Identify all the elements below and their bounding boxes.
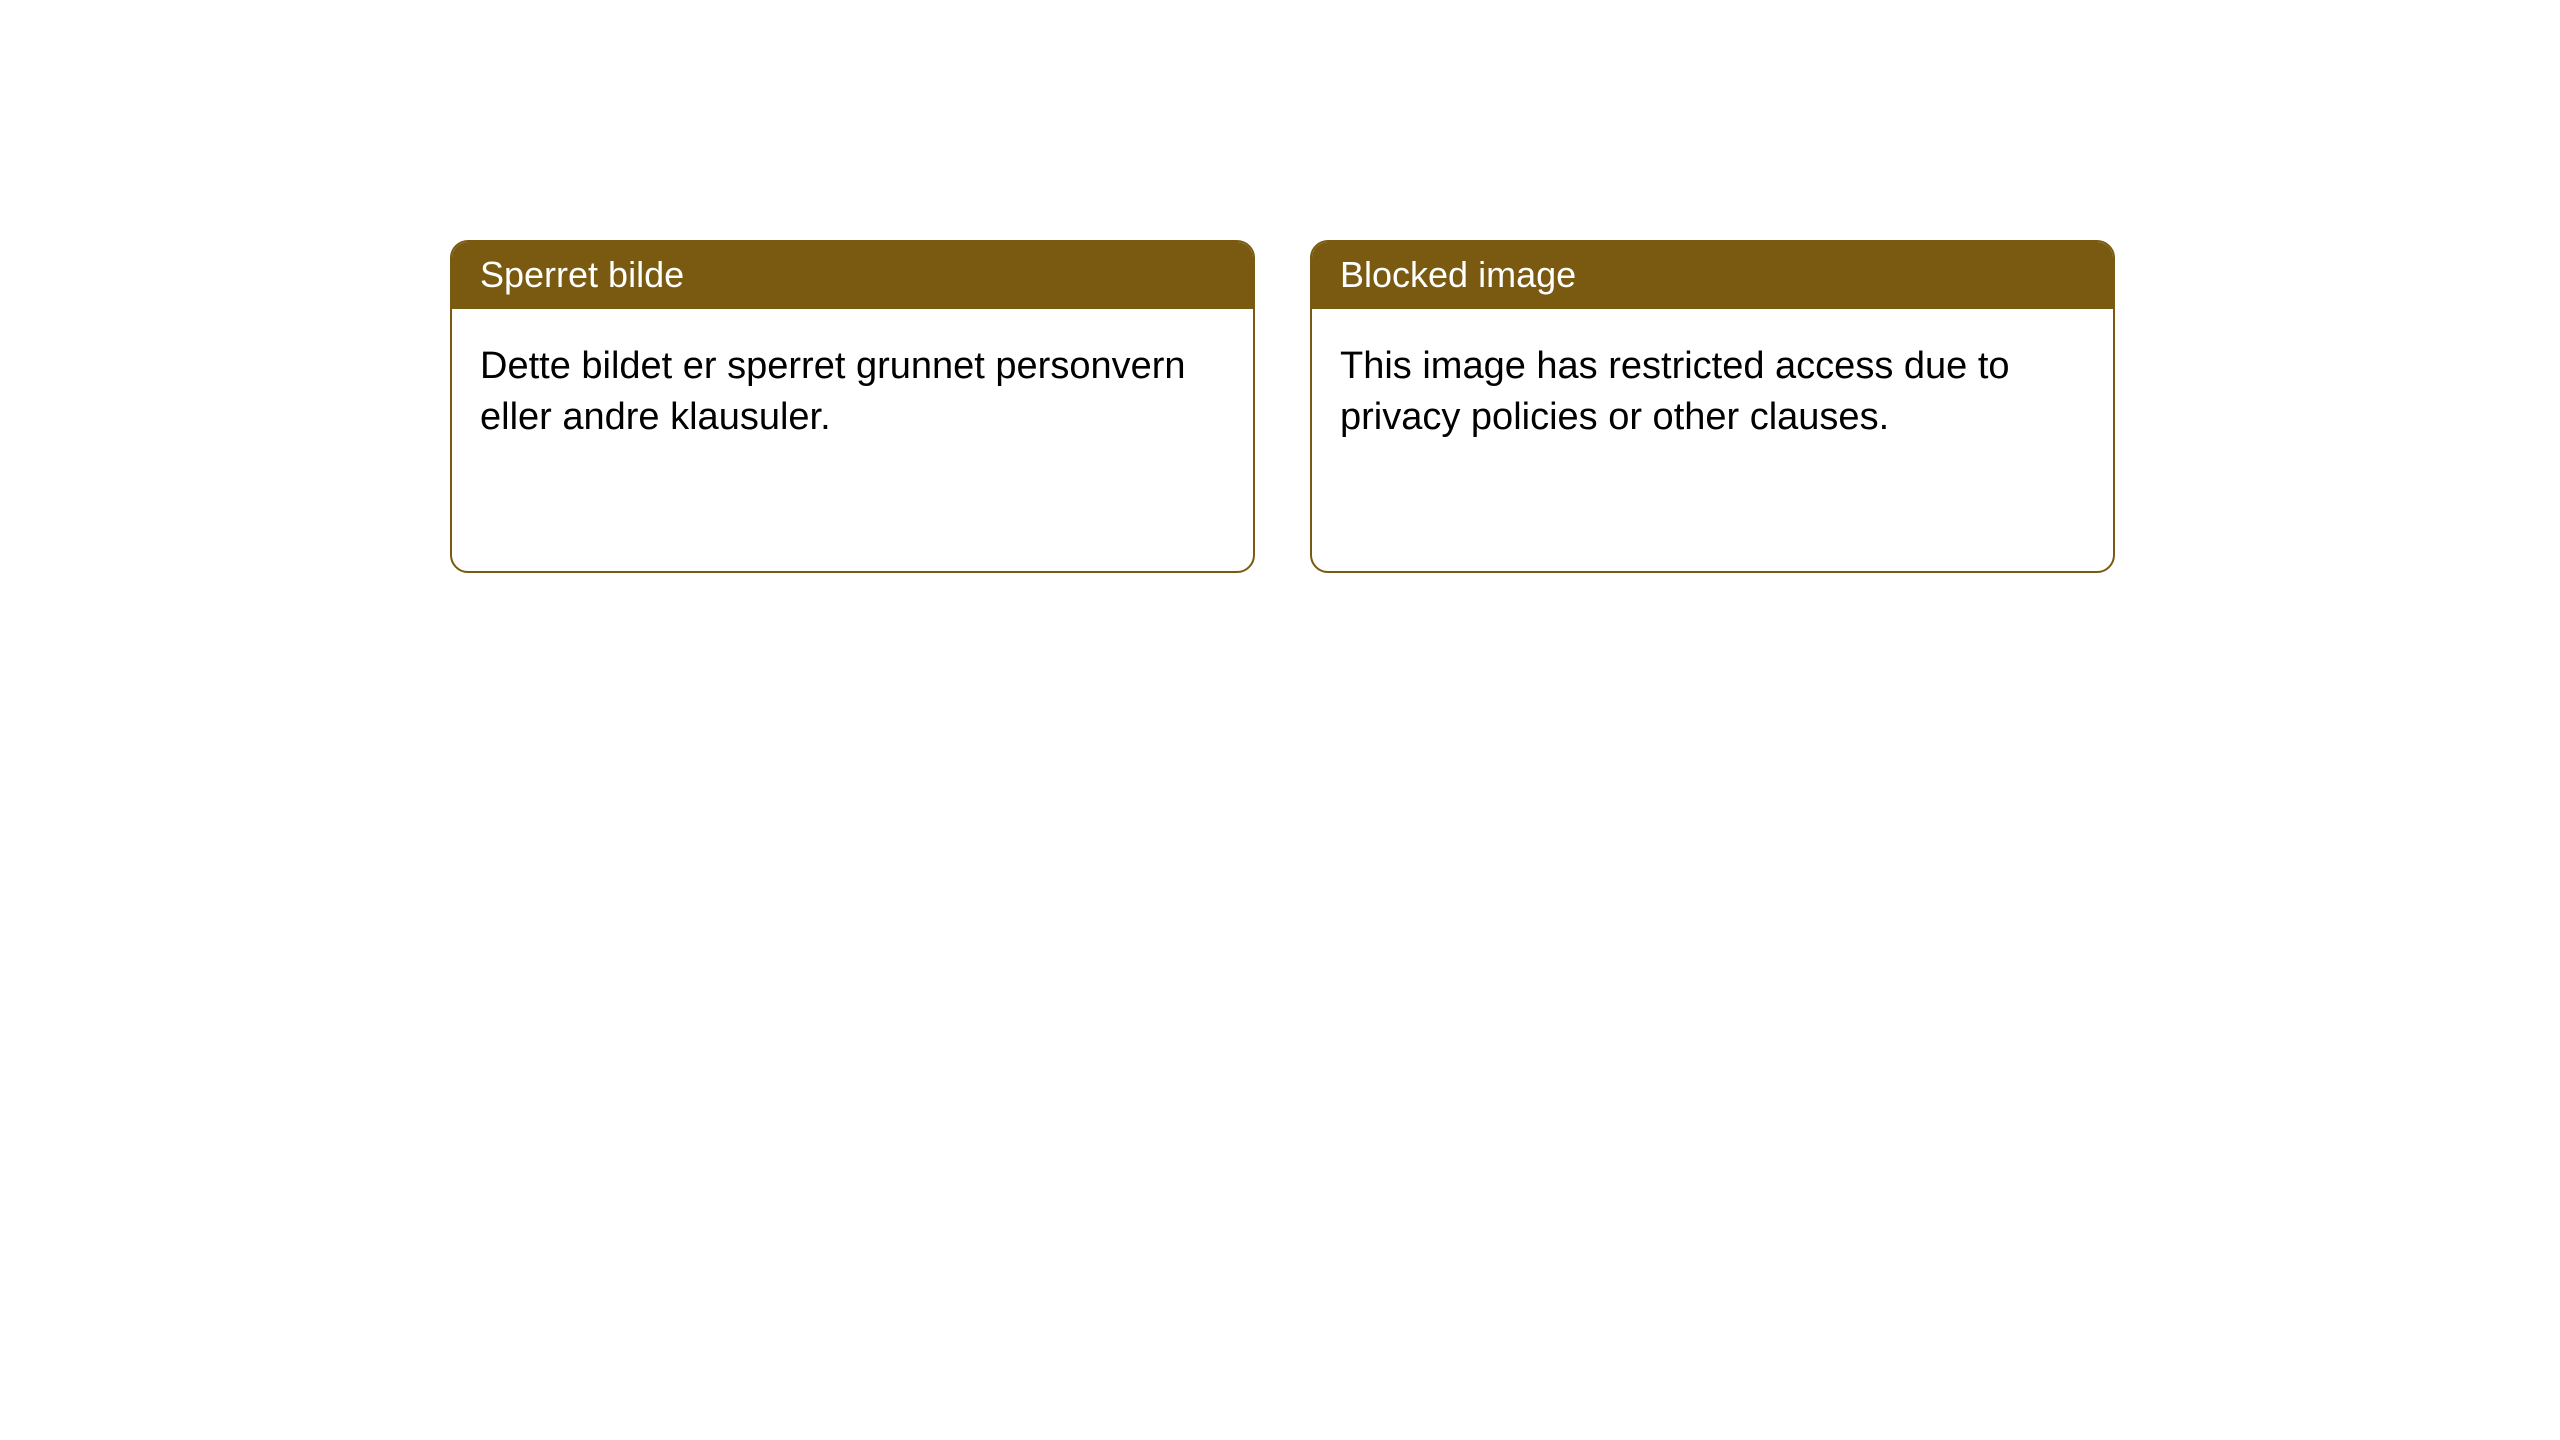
card-body: This image has restricted access due to … — [1312, 309, 2113, 571]
card-header: Sperret bilde — [452, 242, 1253, 309]
card-body-text: This image has restricted access due to … — [1340, 345, 2010, 438]
notice-card-norwegian: Sperret bilde Dette bildet er sperret gr… — [450, 240, 1255, 573]
card-body: Dette bildet er sperret grunnet personve… — [452, 309, 1253, 571]
card-title: Sperret bilde — [480, 254, 684, 295]
card-header: Blocked image — [1312, 242, 2113, 309]
card-title: Blocked image — [1340, 254, 1576, 295]
card-body-text: Dette bildet er sperret grunnet personve… — [480, 345, 1186, 438]
notice-container: Sperret bilde Dette bildet er sperret gr… — [450, 240, 2115, 573]
notice-card-english: Blocked image This image has restricted … — [1310, 240, 2115, 573]
